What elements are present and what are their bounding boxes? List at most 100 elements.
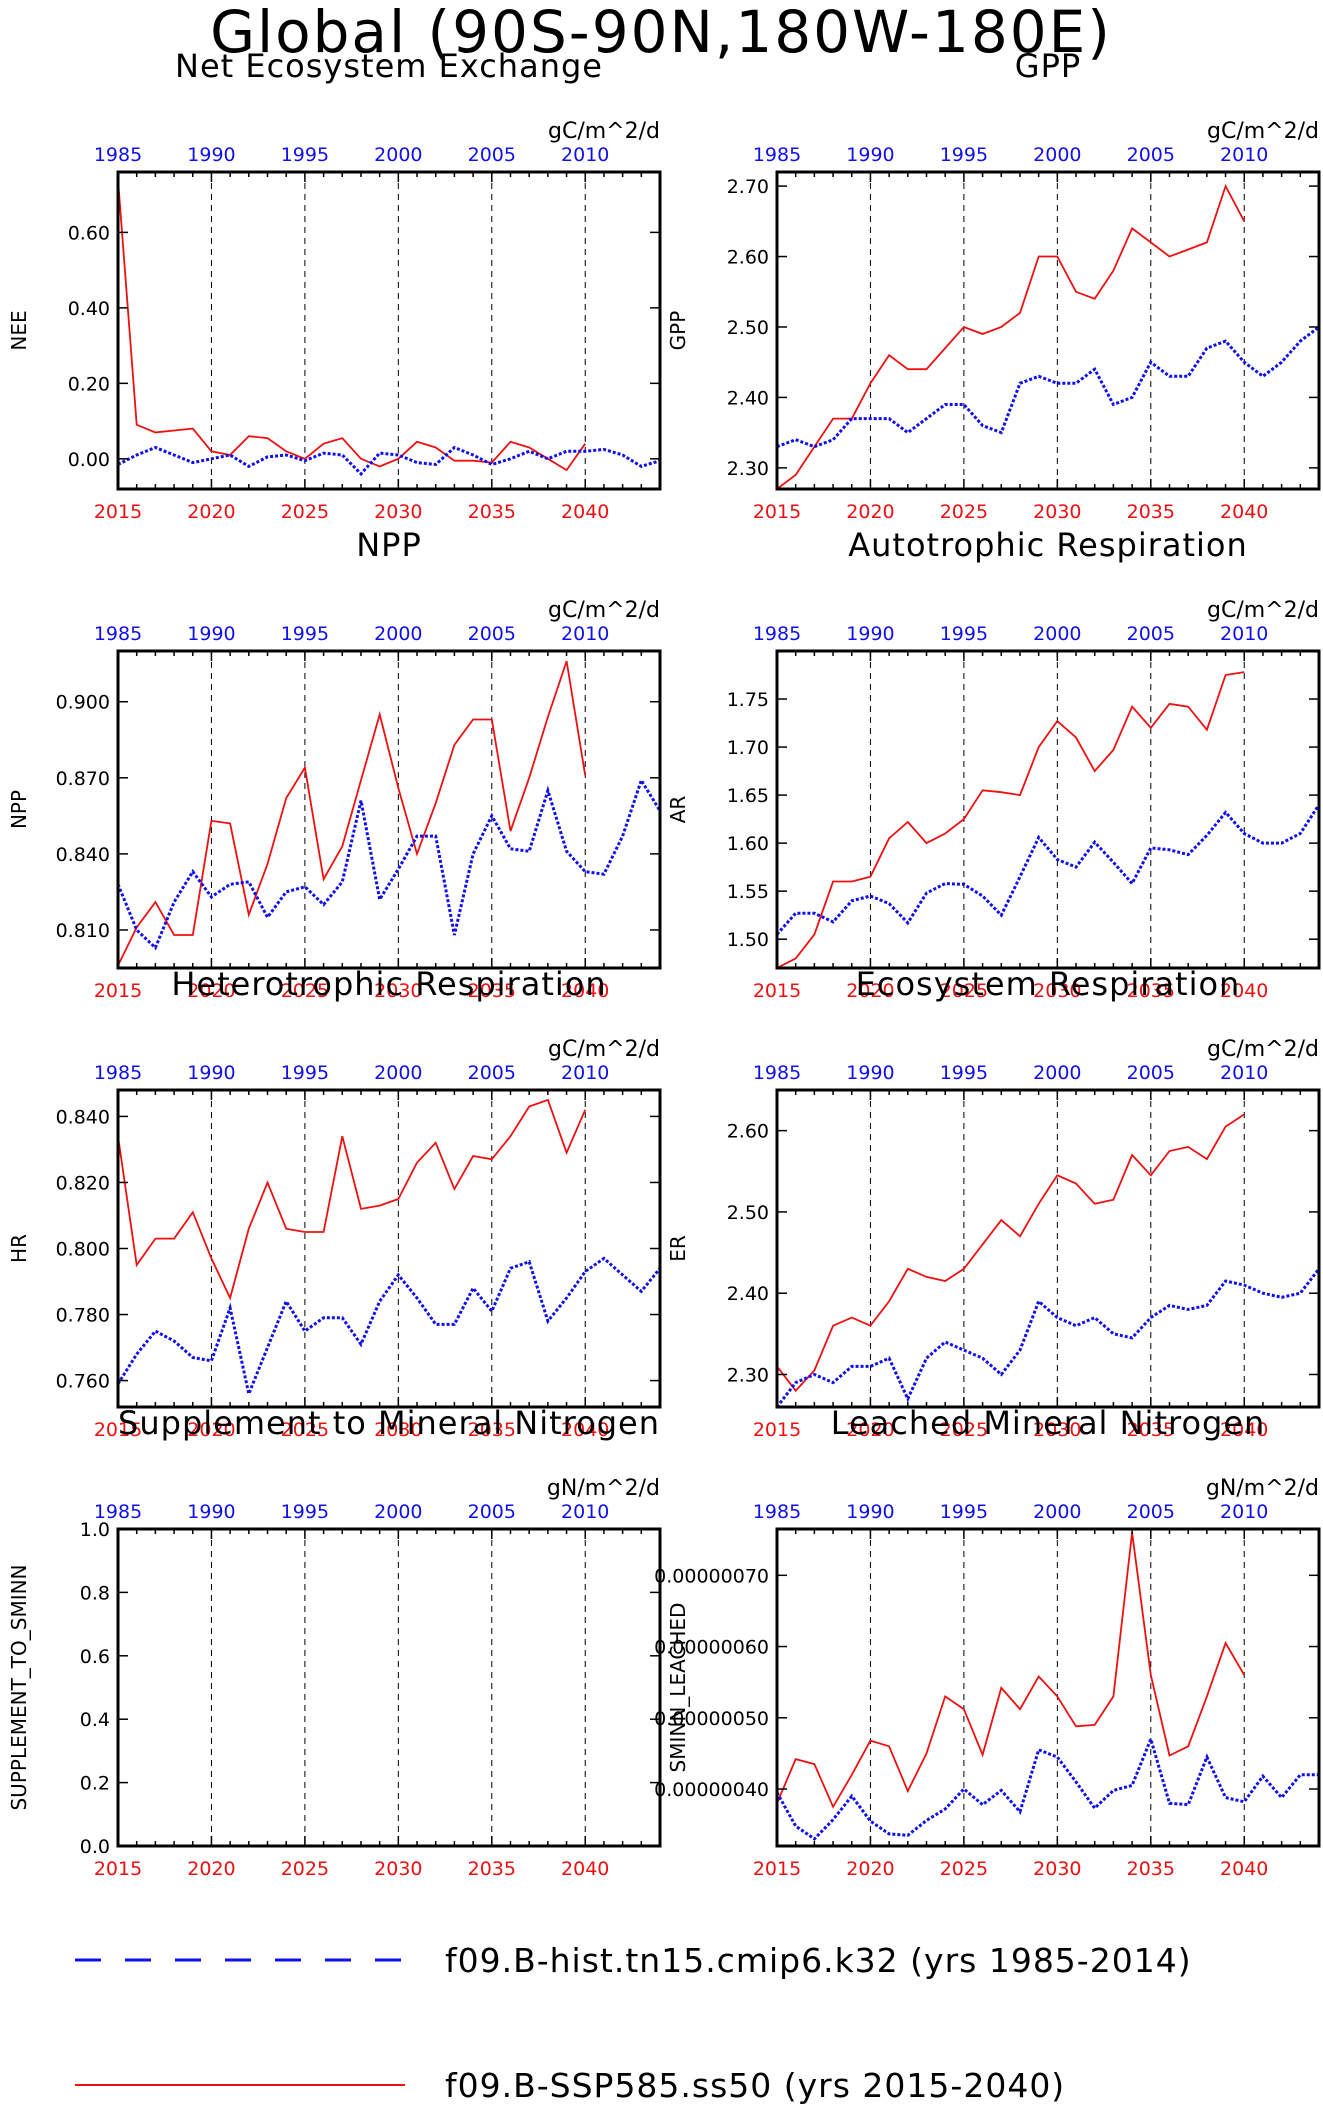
x-tick-label-top: 1990 xyxy=(187,1062,235,1084)
x-tick-label-bottom: 2020 xyxy=(187,980,235,1002)
x-tick-label-top: 1985 xyxy=(753,144,801,166)
x-tick-label-bottom: 2020 xyxy=(187,1858,235,1880)
y-tick-label: 1.55 xyxy=(727,881,769,903)
y-tick-label: 1.0 xyxy=(80,1519,110,1541)
y-tick-label: 1.50 xyxy=(727,929,769,951)
y-tick-label: 1.75 xyxy=(727,689,769,711)
y-axis-label: NEE xyxy=(7,310,31,350)
y-axis-label: SUPPLEMENT_TO_SMINN xyxy=(7,1564,31,1810)
legend: f09.B-hist.tn15.cmip6.k32 (yrs 1985-2014… xyxy=(75,1941,1191,2105)
y-tick-label: 0.840 xyxy=(56,1106,110,1128)
x-tick-label-top: 2005 xyxy=(468,1501,516,1523)
plot-frame xyxy=(116,1527,662,1848)
panel-autotrophic-respiration: Autotrophic Respiration gC/m^2/d 2015 2020 2… xyxy=(666,526,1321,1002)
y-axis-label: SMINN_LEACHED xyxy=(666,1603,690,1773)
panel-ecosystem-respiration: Ecosystem Respiration gC/m^2/d 2015 2020 202… xyxy=(666,965,1321,1441)
x-tick-label-bottom: 2030 xyxy=(1033,501,1081,523)
y-tick-label: 0.760 xyxy=(56,1371,110,1393)
x-tick-label-bottom: 2025 xyxy=(940,1419,988,1441)
x-tick-label-top: 1995 xyxy=(940,144,988,166)
x-tick-label-bottom: 2030 xyxy=(374,1419,422,1441)
x-tick-label-top: 1990 xyxy=(187,144,235,166)
x-tick-label-top: 1990 xyxy=(187,623,235,645)
plot-frame xyxy=(116,649,662,970)
y-tick-label: 2.50 xyxy=(727,317,769,339)
x-tick-label-top: 2010 xyxy=(561,144,609,166)
series-line-ssp xyxy=(777,1113,1245,1393)
x-tick-label-top: 2010 xyxy=(561,623,609,645)
y-axis-label: NPP xyxy=(7,790,31,829)
x-tick-label-top: 1985 xyxy=(94,1062,142,1084)
x-tick-label-top: 2000 xyxy=(374,144,422,166)
x-tick-label-bottom: 2025 xyxy=(281,1858,329,1880)
series-line-hist xyxy=(777,1267,1319,1407)
x-tick-label-bottom: 2040 xyxy=(561,501,609,523)
y-tick-label: 1.65 xyxy=(727,785,769,807)
figure-title: Global (90S-90N,180W-180E) xyxy=(210,0,1112,66)
x-tick-label-top: 1985 xyxy=(753,1501,801,1523)
y-tick-label: 0.60 xyxy=(68,222,110,244)
panel-leached-mineral-nitrogen: Leached Mineral Nitrogen gN/m^2/d 2015 2020… xyxy=(654,1404,1321,1880)
x-tick-label-top: 2005 xyxy=(1127,144,1175,166)
x-tick-label-bottom: 2035 xyxy=(1127,501,1175,523)
series-line-ssp xyxy=(118,179,586,472)
x-tick-label-bottom: 2020 xyxy=(846,1419,894,1441)
x-tick-label-top: 1995 xyxy=(940,623,988,645)
x-tick-label-top: 1995 xyxy=(281,1062,329,1084)
x-tick-label-bottom: 2015 xyxy=(94,1858,142,1880)
y-tick-label: 0.00000060 xyxy=(654,1637,769,1659)
x-tick-label-bottom: 2015 xyxy=(753,1419,801,1441)
x-tick-label-top: 1985 xyxy=(753,623,801,645)
x-tick-label-bottom: 2015 xyxy=(94,1419,142,1441)
x-tick-label-top: 2000 xyxy=(1033,1501,1081,1523)
x-tick-label-bottom: 2025 xyxy=(281,1419,329,1441)
y-tick-label: 0.900 xyxy=(56,692,110,714)
y-tick-label: 0.870 xyxy=(56,768,110,790)
y-tick-label: 0.00000040 xyxy=(654,1779,769,1801)
x-tick-label-top: 2000 xyxy=(1033,1062,1081,1084)
x-tick-label-top: 1985 xyxy=(94,1501,142,1523)
series-line-hist xyxy=(118,776,660,951)
units-label: gN/m^2/d xyxy=(547,1476,660,1501)
x-tick-label-bottom: 2040 xyxy=(1220,980,1268,1002)
x-tick-label-bottom: 2020 xyxy=(846,1858,894,1880)
x-tick-label-bottom: 2025 xyxy=(940,501,988,523)
x-tick-label-bottom: 2025 xyxy=(281,501,329,523)
plot-frame xyxy=(116,170,662,491)
y-axis-label: GPP xyxy=(666,311,690,351)
x-tick-label-top: 1995 xyxy=(940,1501,988,1523)
x-tick-label-bottom: 2025 xyxy=(281,980,329,1002)
units-label: gC/m^2/d xyxy=(1207,1037,1319,1062)
x-tick-label-top: 2005 xyxy=(468,623,516,645)
x-tick-label-bottom: 2030 xyxy=(1033,1419,1081,1441)
x-tick-label-bottom: 2030 xyxy=(374,1858,422,1880)
x-tick-label-top: 1985 xyxy=(753,1062,801,1084)
x-tick-label-top: 1995 xyxy=(281,144,329,166)
x-tick-label-bottom: 2015 xyxy=(753,1858,801,1880)
y-tick-label: 0.40 xyxy=(68,298,110,320)
x-tick-label-bottom: 2040 xyxy=(561,1858,609,1880)
y-tick-label: 2.60 xyxy=(727,1121,769,1143)
y-tick-label: 0.840 xyxy=(56,844,110,866)
x-tick-label-bottom: 2040 xyxy=(1220,1419,1268,1441)
x-tick-label-top: 2005 xyxy=(468,144,516,166)
x-tick-label-bottom: 2040 xyxy=(561,1419,609,1441)
x-tick-label-top: 2010 xyxy=(1220,1501,1268,1523)
x-tick-label-bottom: 2020 xyxy=(846,980,894,1002)
x-tick-label-bottom: 2035 xyxy=(468,1858,516,1880)
panel-title: Leached Mineral Nitrogen xyxy=(831,1404,1266,1442)
x-tick-label-top: 2010 xyxy=(1220,144,1268,166)
x-tick-label-bottom: 2035 xyxy=(468,501,516,523)
panel-heterotrophic-respiration: Heterotrophic Respiration gC/m^2/d 2015 202… xyxy=(7,965,662,1441)
y-axis-label: AR xyxy=(666,796,690,824)
x-tick-label-bottom: 2035 xyxy=(468,1419,516,1441)
x-tick-label-top: 2000 xyxy=(374,623,422,645)
plot-frame xyxy=(775,1527,1321,1848)
series-line-hist xyxy=(118,445,660,477)
series-line-ssp xyxy=(118,1098,587,1301)
panel-title: Ecosystem Respiration xyxy=(856,965,1241,1003)
x-tick-label-top: 2005 xyxy=(1127,1501,1175,1523)
x-tick-label-top: 2005 xyxy=(468,1062,516,1084)
x-tick-label-top: 1990 xyxy=(846,623,894,645)
